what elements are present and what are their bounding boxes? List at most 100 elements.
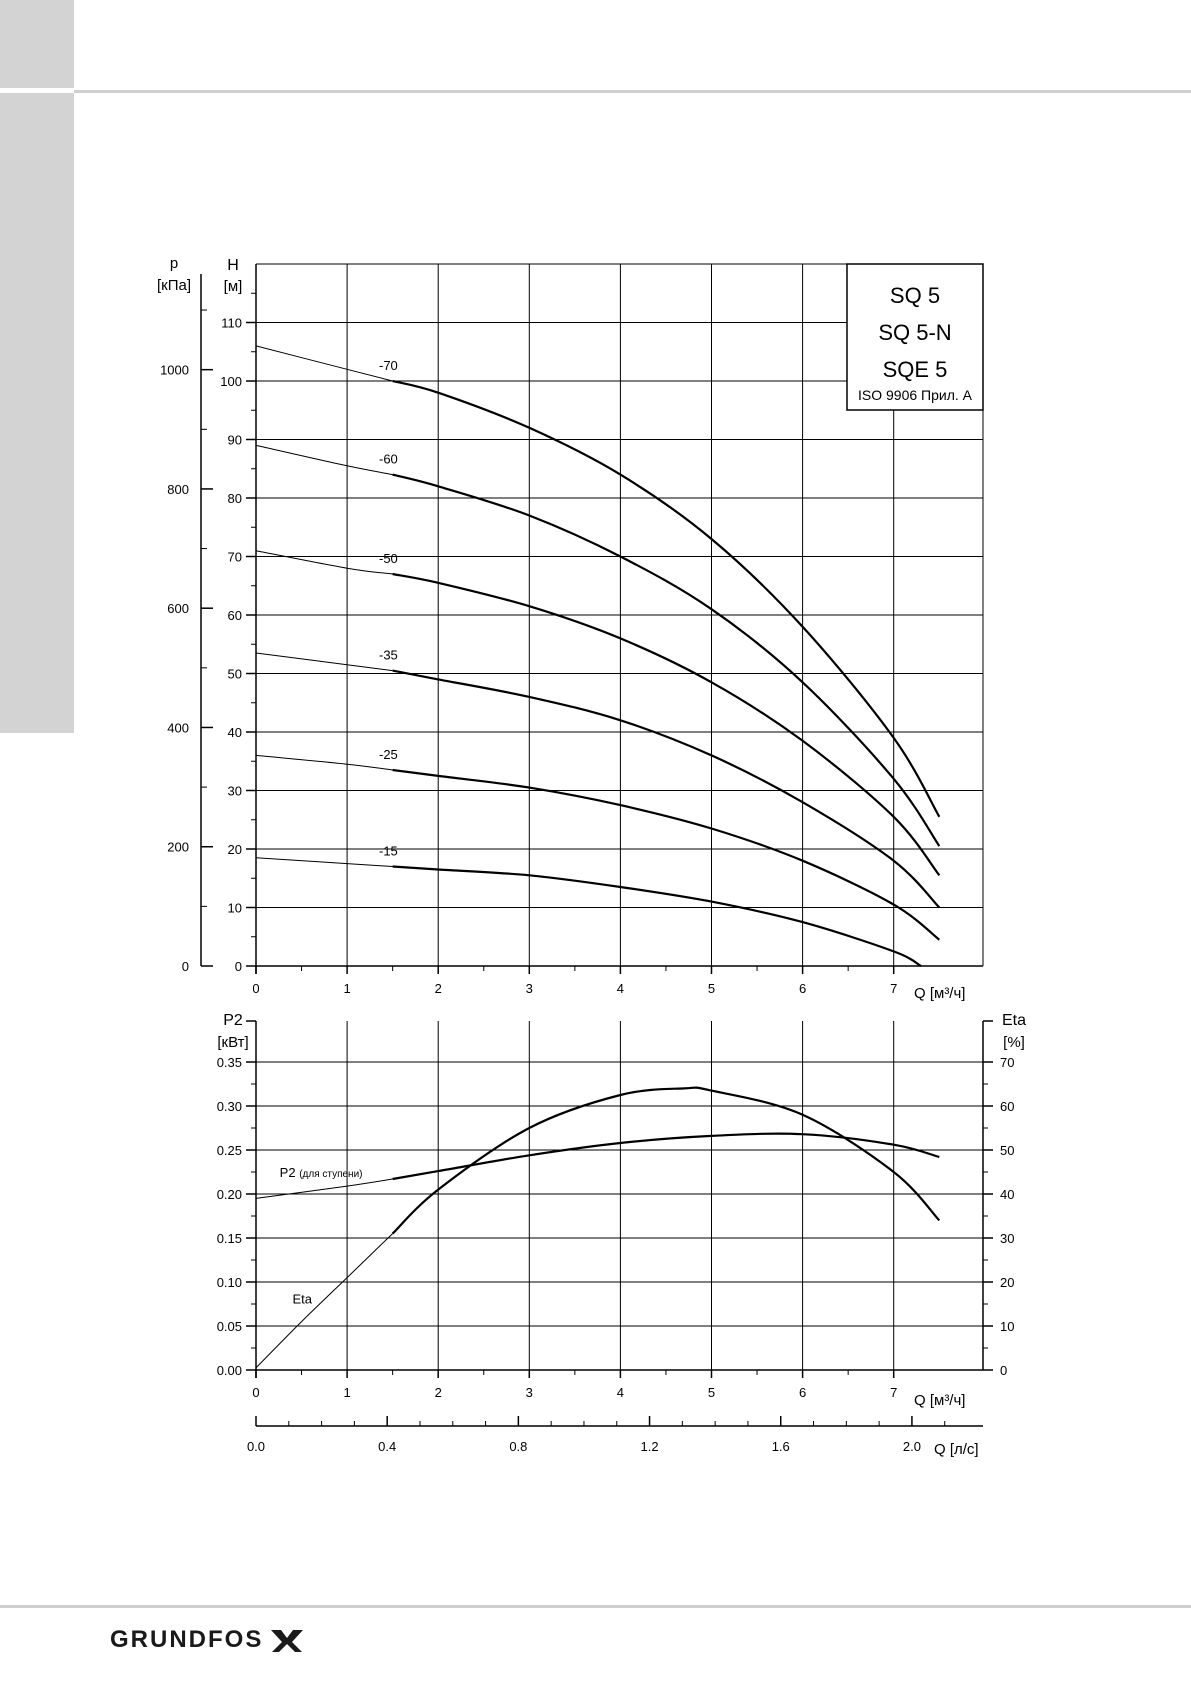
pressure-tick-label: 200 xyxy=(167,840,189,855)
pressure-tick-label: 1000 xyxy=(160,363,189,378)
head-axis-unit: [м] xyxy=(224,278,243,295)
power-x-tick-label: 7 xyxy=(890,1385,897,1400)
head-x-tick-label: 7 xyxy=(890,981,897,996)
head-x-tick-label: 6 xyxy=(799,981,806,996)
model-label-sq5n: SQ 5-N xyxy=(878,320,951,345)
power-chart-curves: P2 (для ступени) Eta xyxy=(255,1086,941,1369)
head-curve-thin--50 xyxy=(255,550,393,575)
head-tick-label: 40 xyxy=(228,725,242,740)
efficiency-tick-label: 70 xyxy=(1000,1055,1014,1070)
head-x-tick-label: 4 xyxy=(617,981,624,996)
flow-ls-tick-label: 1.2 xyxy=(641,1439,659,1454)
model-legend-box: SQ 5 SQ 5-N SQE 5 ISO 9906 Прил. A xyxy=(846,263,984,411)
head-curve-thin--60 xyxy=(255,444,393,476)
curve-label--70: -70 xyxy=(379,358,398,373)
model-label-sqe5: SQE 5 xyxy=(883,357,948,382)
flow-ls-tick-label: 2.0 xyxy=(903,1439,921,1454)
power-x-tick-label: 3 xyxy=(526,1385,533,1400)
flow-ls-tick-label: 0.0 xyxy=(247,1439,265,1454)
power-x-tick-label: 6 xyxy=(799,1385,806,1400)
head-axis-title: H xyxy=(227,257,239,274)
power-chart-x-axis-label: Q [м³/ч] xyxy=(914,1392,965,1409)
head-curve--50 xyxy=(392,572,941,876)
power-tick-label: 0.25 xyxy=(217,1143,242,1158)
efficiency-axis-title: Eta xyxy=(1002,1012,1026,1029)
curve-label--35: -35 xyxy=(379,648,398,663)
head-curve--60 xyxy=(392,473,941,847)
efficiency-axis-unit: [%] xyxy=(1003,1034,1025,1051)
pressure-tick-label: 400 xyxy=(167,720,189,735)
curve-thin-p2 xyxy=(255,1178,393,1199)
head-curve-thin--25 xyxy=(255,754,393,771)
head-tick-label: 0 xyxy=(235,959,242,974)
power-axis-title: P2 xyxy=(223,1012,243,1029)
head-x-tick-label: 3 xyxy=(526,981,533,996)
head-tick-label: 90 xyxy=(228,433,242,448)
power-tick-label: 0.20 xyxy=(217,1187,242,1202)
power-tick-label: 0.30 xyxy=(217,1099,242,1114)
pressure-tick-label: 600 xyxy=(167,601,189,616)
standard-label: ISO 9906 Прил. A xyxy=(858,387,973,403)
head-curve-thin--70 xyxy=(255,345,393,382)
curve-label--60: -60 xyxy=(379,452,398,467)
efficiency-tick-label: 30 xyxy=(1000,1231,1014,1246)
head-chart-curves: -70 -60 -50 -35 -25 -15 xyxy=(255,345,941,967)
head-chart-x-axis-label: Q [м³/ч] xyxy=(914,985,965,1002)
head-tick-label: 30 xyxy=(228,784,242,799)
power-x-tick-label: 1 xyxy=(343,1385,350,1400)
curve-thin-eta xyxy=(255,1233,393,1369)
curve-label--50: -50 xyxy=(379,551,398,566)
grundfos-logo: GRUNDFOS xyxy=(110,1622,305,1658)
curve-eta xyxy=(391,1086,941,1235)
head-x-tick-label: 2 xyxy=(435,981,442,996)
efficiency-tick-label: 20 xyxy=(1000,1275,1014,1290)
power-tick-label: 0.00 xyxy=(217,1363,242,1378)
head-tick-label: 110 xyxy=(221,316,242,331)
head-x-tick-label: 5 xyxy=(708,981,715,996)
power-tick-label: 0.10 xyxy=(217,1275,242,1290)
power-axis-unit: [кВт] xyxy=(217,1034,248,1051)
bottom-rule xyxy=(0,1605,1191,1608)
pressure-tick-label: 0 xyxy=(182,959,189,974)
power-tick-label: 0.15 xyxy=(217,1231,242,1246)
head-tick-label: 10 xyxy=(228,901,242,916)
efficiency-tick-label: 10 xyxy=(1000,1319,1014,1334)
flow-ls-axis-label: Q [л/с] xyxy=(934,1441,979,1458)
head-curve--15 xyxy=(392,865,922,967)
flow-ls-tick-label: 1.6 xyxy=(772,1439,790,1454)
head-x-tick-label: 0 xyxy=(252,981,259,996)
power-tick-label: 0.05 xyxy=(217,1319,242,1334)
p2-curve-label: P2 (для ступени) xyxy=(280,1165,363,1180)
pressure-axis-unit: [кПа] xyxy=(157,277,191,294)
side-tab-notch xyxy=(0,88,74,93)
head-tick-label: 80 xyxy=(228,491,242,506)
head-curve-thin--15 xyxy=(255,857,393,867)
head-curve--35 xyxy=(392,669,941,909)
head-chart-axes: 0102030405060708090100110020040060080010… xyxy=(160,264,983,996)
head-curve--25 xyxy=(392,768,940,941)
power-x-tick-label: 0 xyxy=(252,1385,259,1400)
power-chart-axes: 0.000.050.100.150.200.250.300.3501020304… xyxy=(217,1020,1014,1454)
curve-label--15: -15 xyxy=(379,844,398,859)
head-tick-label: 70 xyxy=(228,550,242,565)
power-x-tick-label: 5 xyxy=(708,1385,715,1400)
efficiency-tick-label: 40 xyxy=(1000,1187,1014,1202)
flow-ls-tick-label: 0.4 xyxy=(378,1439,396,1454)
model-legend-frame xyxy=(846,263,984,411)
eta-curve-label: Eta xyxy=(292,1292,312,1307)
efficiency-tick-label: 60 xyxy=(1000,1099,1014,1114)
head-x-tick-label: 1 xyxy=(343,981,350,996)
power-chart-grid xyxy=(256,1021,984,1370)
side-tab xyxy=(0,0,74,733)
head-tick-label: 100 xyxy=(220,374,242,389)
p2-curve-label-suffix: (для ступени) xyxy=(299,1169,362,1180)
head-tick-label: 60 xyxy=(228,608,242,623)
head-curve--70 xyxy=(392,379,941,818)
model-label-sq5: SQ 5 xyxy=(890,283,940,308)
power-tick-label: 0.35 xyxy=(217,1055,242,1070)
grundfos-x-icon xyxy=(271,1630,304,1652)
power-x-tick-label: 2 xyxy=(435,1385,442,1400)
pressure-axis-title: p xyxy=(170,255,178,272)
head-tick-label: 50 xyxy=(228,667,242,682)
